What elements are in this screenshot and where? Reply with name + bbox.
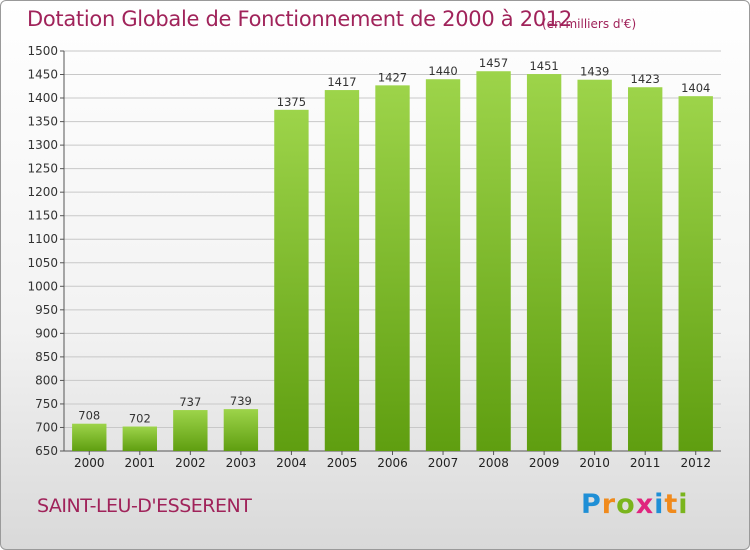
- bar-value-label: 1439: [580, 65, 609, 79]
- y-tick-label: 750: [35, 397, 58, 411]
- bar-value-label: 739: [230, 394, 252, 408]
- logo-letter: r: [601, 489, 617, 520]
- bar: [476, 71, 511, 451]
- logo-letter: o: [616, 489, 636, 520]
- logo-letter: i: [678, 489, 689, 520]
- x-tick-label: 2010: [579, 456, 610, 470]
- bar-value-label: 1440: [428, 64, 457, 78]
- bar: [526, 74, 562, 451]
- bar: [173, 410, 208, 451]
- chart-title: Dotation Globale de Fonctionnement de 20…: [27, 7, 572, 31]
- y-tick-labels: 650 700 750 800 850 900 950 1000 1050 1100 1150 120…: [27, 44, 58, 458]
- bar-value-label: 702: [129, 412, 151, 426]
- bar-value-label: 1423: [631, 72, 660, 86]
- bar-value-label: 1457: [479, 56, 508, 70]
- bar-value-label: 1427: [378, 70, 407, 84]
- bar: [324, 90, 360, 451]
- x-tick-label: 2011: [630, 456, 661, 470]
- bar: [425, 79, 461, 451]
- x-tick-label: 2002: [175, 456, 206, 470]
- proxiti-logo: Proxiti: [581, 489, 689, 520]
- x-tick-label: 2012: [680, 456, 711, 470]
- x-tick-label: 2007: [428, 456, 459, 470]
- bar-value-label: 1451: [529, 59, 558, 73]
- y-tick-label: 1450: [27, 68, 58, 82]
- y-tick-label: 950: [35, 303, 58, 317]
- x-tick-label: 2004: [276, 456, 307, 470]
- x-tick-label: 2005: [327, 456, 358, 470]
- y-tick-label: 1050: [27, 256, 58, 270]
- y-tick-label: 1400: [27, 91, 58, 105]
- x-tick-label: 2009: [529, 456, 560, 470]
- y-tick-label: 1200: [27, 185, 58, 199]
- bar: [577, 79, 612, 452]
- logo-letter: P: [581, 489, 602, 520]
- bar-value-label: 737: [179, 395, 201, 409]
- x-tick-label: 2003: [226, 456, 257, 470]
- x-tick-labels: 2000 2001 2002 2003 2004 2005 2006 2007 2008 2009…: [74, 456, 711, 470]
- y-tick-label: 850: [35, 350, 58, 364]
- bar-value-label: 1375: [277, 95, 306, 109]
- y-tick-label: 1300: [27, 138, 58, 152]
- bar: [678, 96, 713, 452]
- logo-letter: x: [635, 489, 655, 520]
- bar-value-labels: 708 702 737 739 1375 1417 1427 1440 1457 1451 1439…: [78, 56, 710, 425]
- y-tick-label: 900: [35, 326, 58, 340]
- bars: [72, 71, 713, 452]
- y-tick-label: 1500: [27, 44, 58, 58]
- bar-value-label: 1404: [681, 81, 710, 95]
- bar: [223, 409, 259, 451]
- y-tick-label: 650: [35, 444, 58, 458]
- y-tick-label: 700: [35, 420, 58, 434]
- y-tick-label: 800: [35, 373, 58, 387]
- logo-letter: t: [664, 489, 679, 520]
- x-tick-label: 2008: [478, 456, 509, 470]
- x-tick-label: 2000: [74, 456, 105, 470]
- y-tick-label: 1250: [27, 162, 58, 176]
- y-tick-label: 1350: [27, 115, 58, 129]
- x-tick-label: 2006: [377, 456, 408, 470]
- bar: [122, 426, 157, 451]
- bar: [274, 109, 309, 451]
- bar: [375, 85, 410, 452]
- bar-value-label: 1417: [327, 75, 356, 89]
- bar: [72, 423, 107, 451]
- x-tick-label: 2001: [125, 456, 156, 470]
- logo-letter: i: [654, 489, 665, 520]
- y-tick-label: 1100: [27, 232, 58, 246]
- y-tick-label: 1150: [27, 209, 58, 223]
- chart-subtitle: (en milliers d'€): [542, 17, 637, 31]
- bar: [628, 87, 663, 451]
- commune-name: SAINT-LEU-D'ESSERENT: [37, 495, 252, 517]
- bar-value-label: 708: [78, 409, 100, 423]
- y-tick-label: 1000: [27, 279, 58, 293]
